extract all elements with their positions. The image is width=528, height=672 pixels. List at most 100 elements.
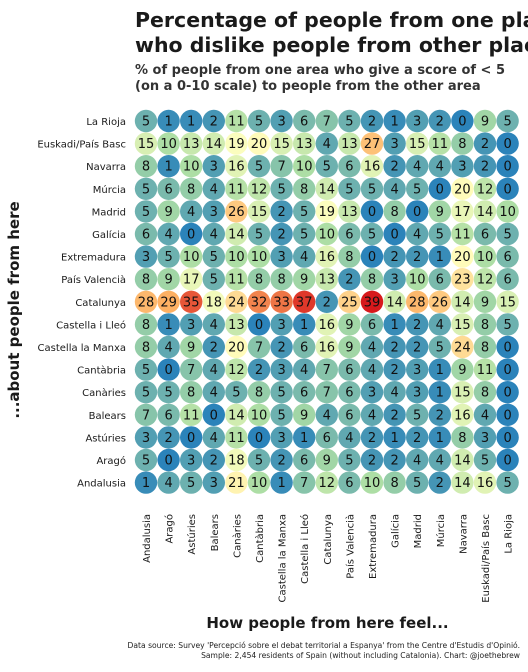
cell-value-label: 5 xyxy=(277,182,285,197)
cell-value-label: 4 xyxy=(210,182,218,197)
x-tick-label: Extremadura xyxy=(368,514,379,579)
x-tick-label: Navarra xyxy=(458,514,469,554)
y-tick-label: Canàries xyxy=(82,387,126,399)
x-tick-label: Múrcia xyxy=(435,514,447,547)
cell-value-label: 2 xyxy=(323,295,331,310)
cell-value-label: 18 xyxy=(206,295,223,310)
y-tick-label: Cantàbria xyxy=(77,365,126,377)
cell-value-label: 14 xyxy=(454,476,471,491)
cell-value-label: 28 xyxy=(409,295,426,310)
cell-value-label: 5 xyxy=(164,386,172,401)
cell-value-label: 10 xyxy=(477,250,494,265)
y-tick-label: Euskadi/País Basc xyxy=(37,139,126,151)
cell-value-label: 8 xyxy=(390,205,398,220)
cell-value-label: 6 xyxy=(345,160,353,175)
cell-value-label: 2 xyxy=(390,160,398,175)
cell-value-label: 5 xyxy=(232,386,240,401)
cell-value-label: 5 xyxy=(503,476,511,491)
cell-value-label: 5 xyxy=(413,476,421,491)
y-tick-label: Catalunya xyxy=(75,298,126,309)
cell-value-label: 0 xyxy=(210,408,218,423)
caption-sample: Sample: 2,454 residents of Spain (withou… xyxy=(201,651,520,660)
cell-value-label: 29 xyxy=(160,295,177,310)
cell-value-label: 8 xyxy=(345,250,353,265)
cell-value-label: 0 xyxy=(255,431,263,446)
cell-value-label: 5 xyxy=(345,115,353,130)
cell-value-label: 16 xyxy=(319,250,336,265)
cell-value-label: 3 xyxy=(390,273,398,288)
cell-value-label: 16 xyxy=(319,318,336,333)
cell-value-label: 8 xyxy=(187,182,195,197)
cell-value-label: 7 xyxy=(323,115,331,130)
cell-value-label: 7 xyxy=(300,476,308,491)
cell-value-label: 6 xyxy=(300,454,308,469)
cell-value-label: 9 xyxy=(164,273,172,288)
cell-value-label: 10 xyxy=(251,408,268,423)
cell-value-label: 3 xyxy=(458,160,466,175)
cell-value-label: 12 xyxy=(477,182,494,197)
cell-value-label: 12 xyxy=(228,363,245,378)
cell-value-label: 3 xyxy=(277,363,285,378)
cell-value-label: 9 xyxy=(458,363,466,378)
x-tick-label: Cantàbria xyxy=(254,514,266,563)
x-tick-label: Andalusia xyxy=(142,514,153,563)
cell-value-label: 6 xyxy=(368,318,376,333)
cell-value-label: 6 xyxy=(142,228,150,243)
cell-value-label: 5 xyxy=(503,115,511,130)
cell-value-label: 5 xyxy=(368,228,376,243)
cell-value-label: 0 xyxy=(255,318,263,333)
cell-value-label: 21 xyxy=(228,476,245,491)
cell-value-label: 2 xyxy=(390,341,398,356)
cell-value-label: 15 xyxy=(454,386,471,401)
cell-value-label: 4 xyxy=(368,408,376,423)
cell-value-label: 2 xyxy=(390,408,398,423)
cell-value-label: 1 xyxy=(436,431,444,446)
cell-value-label: 11 xyxy=(228,115,245,130)
cell-value-label: 10 xyxy=(499,205,516,220)
cell-value-label: 3 xyxy=(277,318,285,333)
cell-value-label: 13 xyxy=(296,137,313,152)
cell-value-label: 0 xyxy=(503,341,511,356)
y-tick-label: País Valencià xyxy=(61,274,126,286)
cell-value-label: 9 xyxy=(323,454,331,469)
cell-value-label: 12 xyxy=(319,476,336,491)
cell-value-label: 4 xyxy=(481,408,489,423)
cell-value-label: 9 xyxy=(187,341,195,356)
cell-value-label: 5 xyxy=(142,205,150,220)
cell-value-label: 16 xyxy=(228,160,245,175)
cell-value-label: 0 xyxy=(436,182,444,197)
cell-value-label: 10 xyxy=(251,476,268,491)
cell-value-label: 14 xyxy=(386,295,403,310)
cell-value-label: 4 xyxy=(413,454,421,469)
cell-value-label: 32 xyxy=(251,295,268,310)
cell-value-label: 1 xyxy=(300,431,308,446)
cell-value-label: 5 xyxy=(300,205,308,220)
x-tick-label: País Valencià xyxy=(344,514,356,579)
cell-value-label: 3 xyxy=(210,476,218,491)
cell-value-label: 4 xyxy=(164,341,172,356)
cell-value-label: 2 xyxy=(368,115,376,130)
cell-value-label: 2 xyxy=(164,431,172,446)
cell-value-label: 1 xyxy=(164,318,172,333)
cell-value-label: 0 xyxy=(164,454,172,469)
cell-value-label: 1 xyxy=(436,363,444,378)
y-tick-label: Extremadura xyxy=(61,253,126,264)
cell-value-label: 4 xyxy=(390,182,398,197)
cell-value-label: 9 xyxy=(481,295,489,310)
cell-value-label: 4 xyxy=(413,228,421,243)
y-tick-label: Castella la Manxa xyxy=(38,343,126,354)
cell-value-label: 5 xyxy=(255,160,263,175)
cell-value-label: 3 xyxy=(142,250,150,265)
cell-value-label: 8 xyxy=(458,137,466,152)
cell-value-label: 2 xyxy=(413,250,421,265)
cell-value-label: 19 xyxy=(228,137,245,152)
cell-value-label: 1 xyxy=(436,386,444,401)
cell-value-label: 15 xyxy=(454,318,471,333)
cell-value-label: 12 xyxy=(251,182,268,197)
cell-value-label: 5 xyxy=(142,386,150,401)
y-tick-label: Madrid xyxy=(92,207,126,218)
cell-value-label: 2 xyxy=(368,454,376,469)
cell-value-label: 27 xyxy=(364,137,381,152)
cell-value-label: 6 xyxy=(345,386,353,401)
cell-value-label: 15 xyxy=(499,295,516,310)
